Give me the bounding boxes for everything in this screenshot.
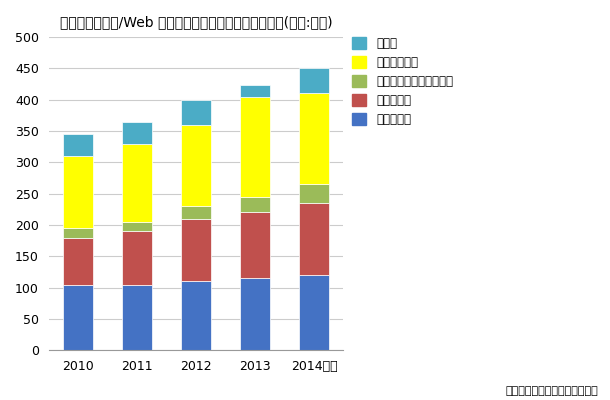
Bar — [240, 197, 270, 212]
Bar — [240, 97, 270, 197]
Bar — [300, 184, 329, 203]
Bar — [181, 219, 211, 281]
Bar — [63, 284, 93, 350]
Legend: ＭＣＵ, 音声会議関連, ビデオ会議接続サービス, Ｗｅｂ会議, ビデオ会議: ＭＣＵ, 音声会議関連, ビデオ会議接続サービス, Ｗｅｂ会議, ビデオ会議 — [353, 37, 453, 126]
Bar — [300, 275, 329, 350]
Bar — [181, 281, 211, 350]
Bar — [240, 85, 270, 97]
Bar — [300, 203, 329, 275]
Bar — [123, 144, 152, 222]
Bar — [123, 284, 152, 350]
Title: 国内ビデオ会議/Web 会議／音声会議関連市場規模予測(単位:億円): 国内ビデオ会議/Web 会議／音声会議関連市場規模予測(単位:億円) — [60, 15, 332, 29]
Bar — [63, 134, 93, 156]
Bar — [123, 222, 152, 231]
Bar — [240, 278, 270, 350]
Bar — [63, 156, 93, 228]
Bar — [300, 68, 329, 94]
Bar — [63, 228, 93, 238]
Bar — [181, 206, 211, 219]
Bar — [123, 122, 152, 144]
Bar — [240, 212, 270, 278]
Bar — [123, 231, 152, 284]
Bar — [63, 238, 93, 284]
Bar — [181, 125, 211, 206]
Text: （シード・プランニング作成）: （シード・プランニング作成） — [505, 386, 598, 396]
Bar — [300, 94, 329, 184]
Bar — [181, 100, 211, 125]
